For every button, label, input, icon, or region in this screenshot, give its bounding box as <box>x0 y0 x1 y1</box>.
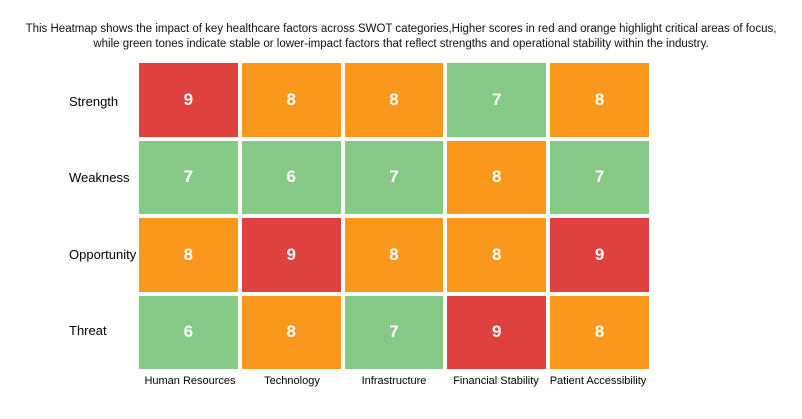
row-label-threat: Threat <box>69 323 107 339</box>
heatmap-cell-opportunity-infrastructure: 8 <box>344 218 444 292</box>
heatmap-cell-opportunity-patient-accessibility: 9 <box>550 218 649 292</box>
heatmap-cell-weakness-human-resources: 7 <box>139 140 238 214</box>
heatmap-cell-threat-infrastructure: 7 <box>344 295 444 369</box>
row-label-weakness: Weakness <box>69 170 130 186</box>
heatmap-cell-strength-financial-stability: 7 <box>447 63 547 137</box>
heatmap-cell-weakness-technology: 6 <box>241 140 341 214</box>
col-label-human-resources: Human Resources <box>144 375 236 387</box>
col-label-technology: Technology <box>264 375 320 387</box>
col-label-patient-accessibility: Patient Accessibility <box>549 375 647 387</box>
heatmap-cell-weakness-patient-accessibility: 7 <box>550 140 649 214</box>
col-label-infrastructure: Infrastructure <box>361 375 427 387</box>
y-axis-labels: Strength Weakness Opportunity Threat <box>69 63 141 369</box>
heatmap-cell-strength-human-resources: 9 <box>139 63 238 137</box>
chart-title-line-1: This Heatmap shows the impact of key hea… <box>25 23 777 35</box>
heatmap-cell-strength-technology: 8 <box>241 63 341 137</box>
heatmap-cell-strength-infrastructure: 8 <box>344 63 444 137</box>
chart-title: This Heatmap shows the impact of key hea… <box>0 22 802 51</box>
row-label-strength: Strength <box>69 93 119 109</box>
heatmap-cell-opportunity-technology: 9 <box>241 218 341 292</box>
heatmap-cell-threat-technology: 8 <box>241 295 341 369</box>
heatmap-cell-threat-patient-accessibility: 8 <box>550 295 649 369</box>
heatmap-cell-threat-financial-stability: 9 <box>447 295 547 369</box>
col-label-financial-stability: Financial Stability <box>453 375 539 387</box>
heatmap-cell-weakness-financial-stability: 8 <box>447 140 547 214</box>
chart-title-line-2: while green tones indicate stable or low… <box>93 37 709 50</box>
x-axis-labels: Human Resources Technology Infrastructure F… <box>139 375 649 387</box>
heatmap-cell-weakness-infrastructure: 7 <box>344 140 444 214</box>
heatmap-cell-opportunity-human-resources: 8 <box>139 218 238 292</box>
heatmap-cell-opportunity-financial-stability: 8 <box>447 218 547 292</box>
row-label-opportunity: Opportunity <box>69 246 137 262</box>
heatmap-cell-strength-patient-accessibility: 8 <box>550 63 649 137</box>
heatmap-cell-threat-human-resources: 6 <box>139 295 238 369</box>
